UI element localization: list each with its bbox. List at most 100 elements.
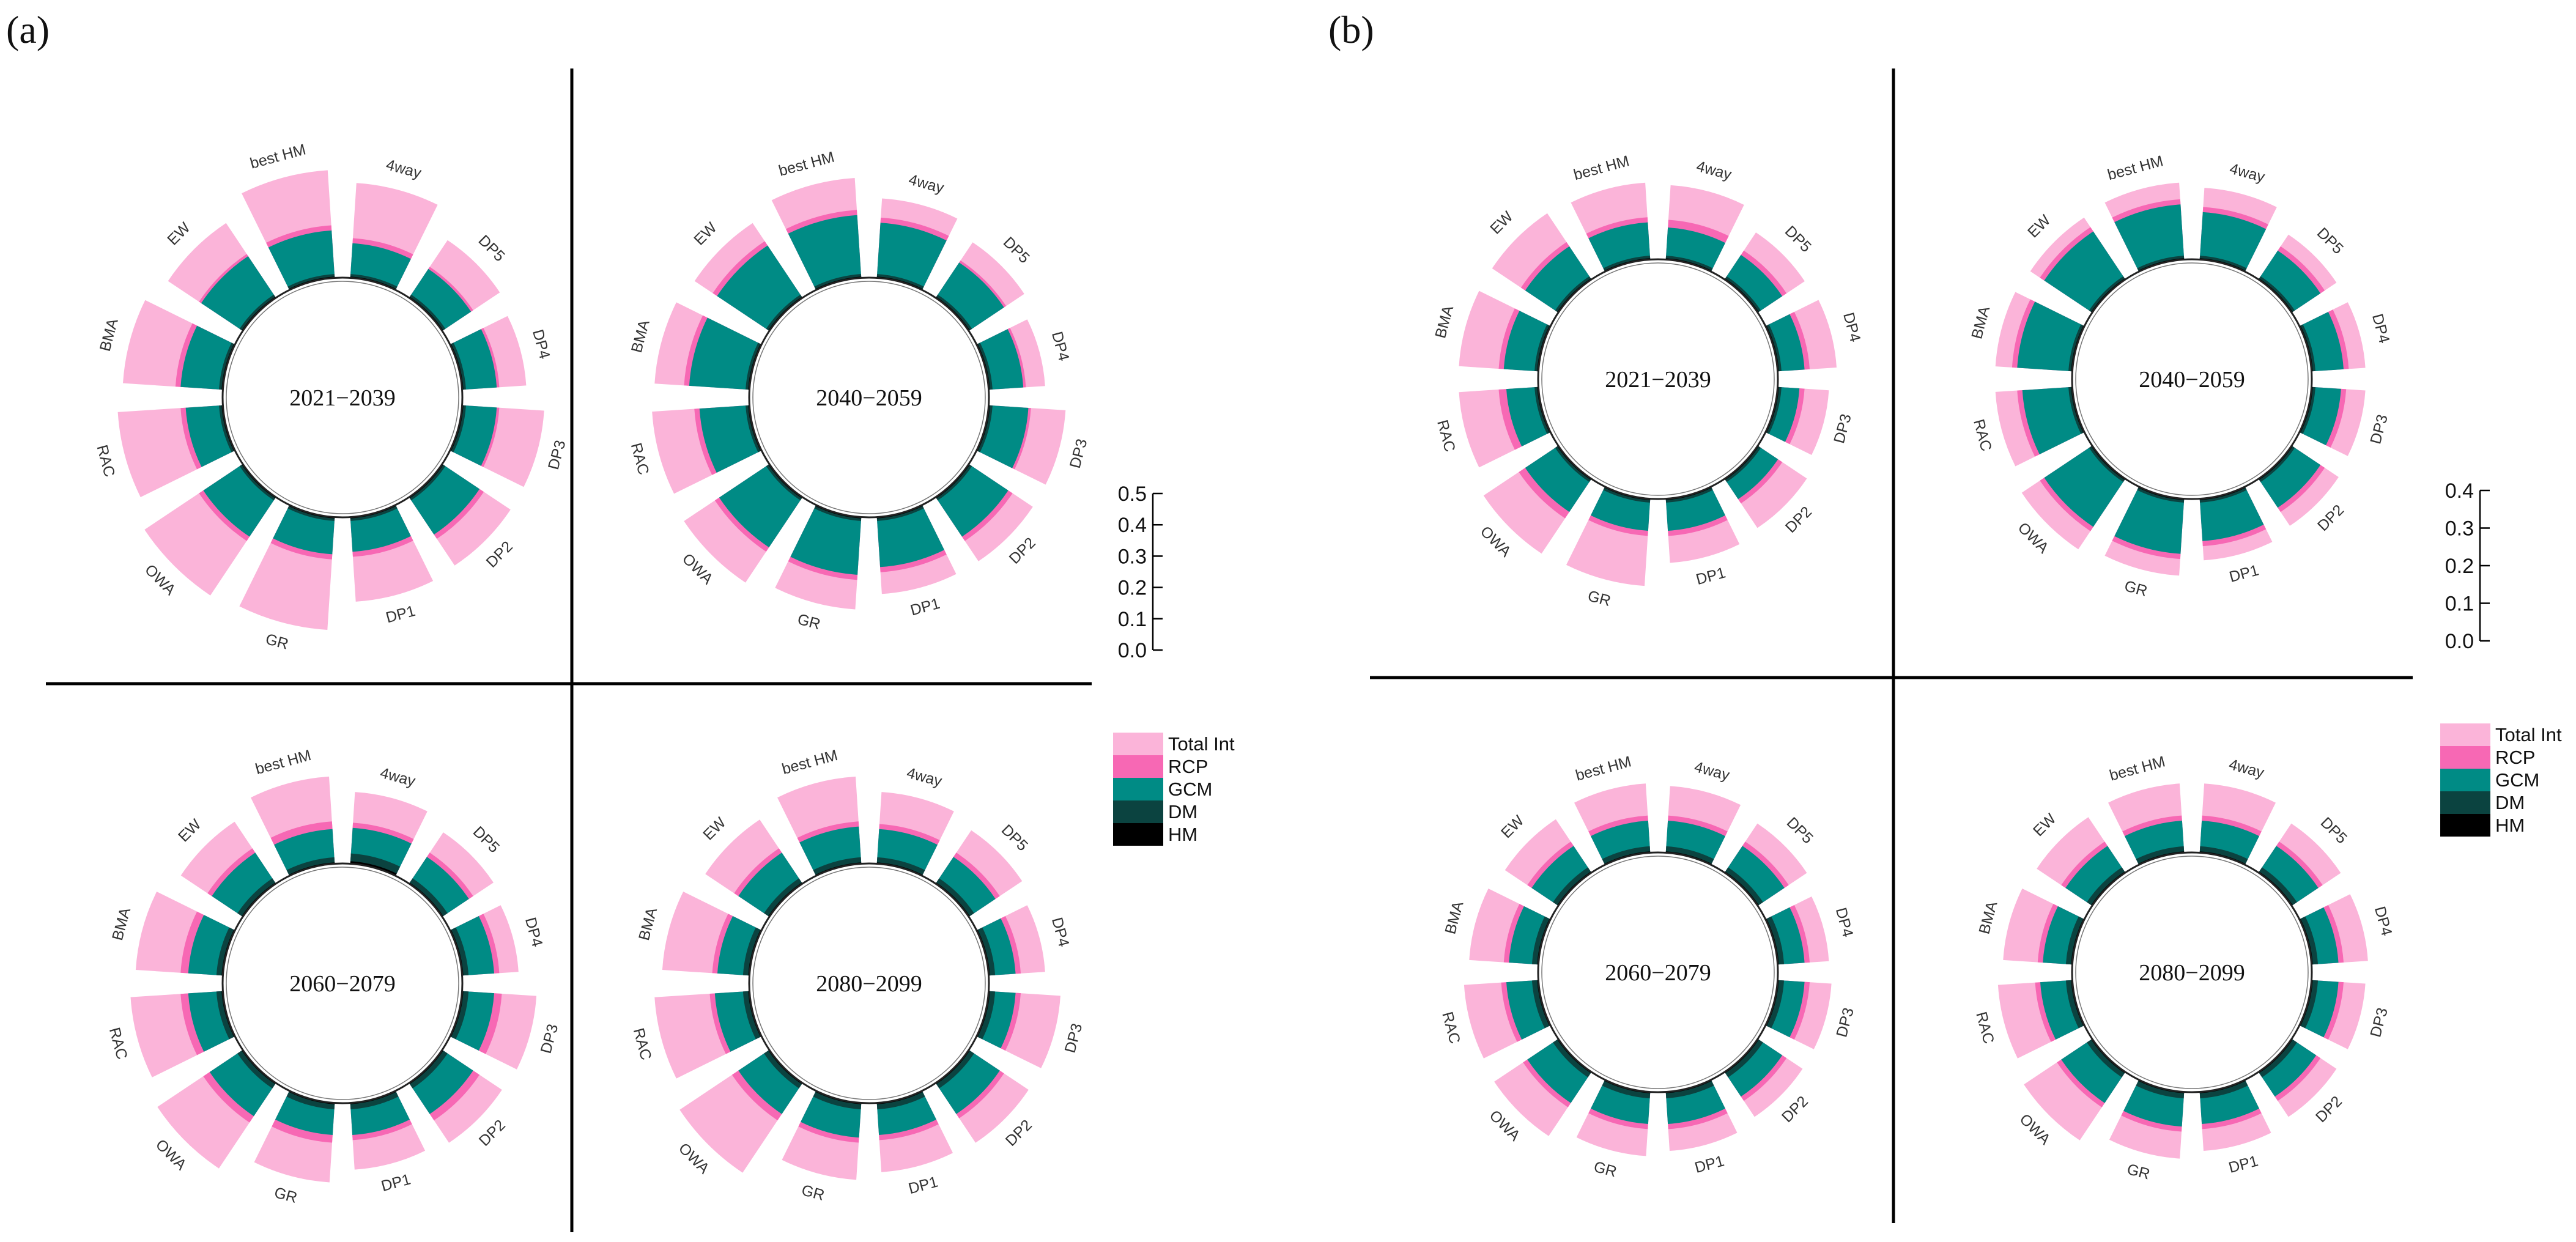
legend-swatch-rcp: [2440, 746, 2490, 769]
category-label: BMA: [635, 906, 661, 942]
category-label: DP1: [1694, 564, 1727, 588]
category-label: RAC: [630, 1026, 655, 1062]
legend-label-dm: DM: [1168, 801, 1197, 822]
legend-swatch-hm: [1113, 823, 1163, 846]
category-label: DP3: [538, 1022, 562, 1055]
bar-gcm-dp5: [409, 857, 469, 917]
legend-label-total-int: Total Int: [2495, 724, 2562, 745]
category-label: DP4: [1832, 906, 1857, 939]
bar-gcm-dp3: [2299, 980, 2339, 1038]
legend-label-total-int: Total Int: [1168, 733, 1235, 755]
scale-tick-label: 0.3: [2445, 517, 2474, 541]
bar-dm-ew: [764, 878, 803, 917]
scale-tick-label: 0.2: [2445, 555, 2474, 578]
bar-dm-dp5: [409, 878, 448, 917]
category-label: best HM: [248, 141, 308, 172]
bar-gcm-dp4: [976, 918, 1016, 976]
bar-dm-owa: [764, 1049, 803, 1089]
bar-dm-owa: [2087, 1038, 2126, 1078]
center-disc: [2071, 258, 2313, 500]
category-label: RAC: [106, 1026, 131, 1061]
category-label: DP5: [1000, 234, 1033, 267]
category-label: EW: [164, 219, 194, 249]
period-label: 2040−2059: [2139, 367, 2245, 393]
legend-swatch-dm: [1113, 800, 1163, 823]
bar-gcm-dp2: [1724, 1038, 1783, 1097]
legend-swatch-total-int: [2440, 723, 2490, 746]
radial-chart-2080-2099: 4way DP5 DP4 DP3 DP2 DP1 GR OWA RAC BMA EW best HM 2…: [630, 747, 1086, 1204]
panel-letter: (b): [1328, 8, 1374, 51]
bar-gcm-dp2: [1724, 445, 1778, 500]
category-label: BMA: [628, 318, 653, 355]
bar-gcm-dp2: [935, 1049, 1000, 1114]
category-label: DP4: [1048, 915, 1073, 948]
category-label: GR: [800, 1181, 826, 1204]
period-label: 2080−2099: [2139, 960, 2245, 986]
category-label: DP4: [522, 915, 546, 948]
bar-gcm-dp2: [935, 464, 1009, 537]
radial-chart-2021-2039: 4way DP5 DP4 DP3 DP2 DP1 GR OWA RAC BMA EW best HM 2…: [93, 141, 569, 652]
category-label: BMA: [97, 317, 122, 353]
category-label: best HM: [2108, 753, 2167, 784]
category-label: DP1: [379, 1170, 412, 1195]
bar-gcm-dp4: [1765, 907, 1805, 965]
radial-chart-2021-2039: 4way DP5 DP4 DP3 DP2 DP1 GR OWA RAC BMA EW best HM 2…: [1432, 152, 1864, 610]
scale-tick-label: 0.5: [1118, 482, 1147, 506]
bar-gcm-4way: [2199, 212, 2267, 272]
category-label: BMA: [1432, 303, 1457, 340]
bar-gcm-owa: [2061, 1038, 2126, 1103]
center-disc-inner-ring: [226, 281, 459, 514]
bar-gcm-best-hm: [788, 215, 862, 290]
bar-gcm-best-hm: [2114, 204, 2185, 272]
scale-tick-label: 0.0: [2445, 630, 2474, 653]
bar-gcm-dp3: [1765, 386, 1800, 442]
category-label: EW: [175, 816, 205, 846]
category-label: DP4: [1840, 311, 1864, 344]
bar-gcm-gr: [790, 505, 862, 575]
legend-label-hm: HM: [1168, 824, 1197, 845]
category-label: DP5: [470, 823, 503, 856]
panel-a: (a) 4way DP5 DP4 DP3 DP2 DP1 GR OWA RAC BMA EW best …: [6, 8, 1235, 1232]
category-label: BMA: [1968, 304, 1993, 341]
bar-gcm-ew: [738, 852, 803, 917]
category-label: GR: [2123, 577, 2149, 600]
center-disc-inner-ring: [2075, 262, 2309, 496]
legend-label-hm: HM: [2495, 815, 2525, 836]
category-label: 4way: [2228, 160, 2267, 186]
radial-chart-2040-2059: 4way DP5 DP4 DP3 DP2 DP1 GR OWA RAC BMA EW best HM 2…: [1968, 152, 2393, 600]
category-label: 4way: [384, 156, 423, 182]
radial-chart-2080-2099: 4way DP5 DP4 DP3 DP2 DP1 GR OWA RAC BMA EW best HM 2…: [1972, 753, 2395, 1183]
category-label: DP2: [2312, 1093, 2345, 1126]
legend-swatch-hm: [2440, 814, 2490, 837]
category-label: 4way: [905, 764, 944, 790]
category-label: DP5: [1782, 223, 1815, 256]
category-label: DP3: [1062, 1022, 1086, 1055]
category-label: DP3: [1830, 412, 1855, 445]
category-label: best HM: [780, 747, 840, 778]
scale-tick-label: 0.0: [1118, 639, 1147, 662]
category-label: DP5: [475, 232, 508, 265]
scale-tick-label: 0.4: [1118, 514, 1147, 537]
category-label: DP2: [1002, 1117, 1035, 1150]
bar-dm-owa: [1553, 1038, 1592, 1078]
center-disc-inner-ring: [226, 867, 459, 1100]
period-label: 2080−2099: [816, 971, 922, 997]
bar-gcm-owa: [209, 1049, 276, 1117]
bar-dm-dp5: [1724, 867, 1763, 906]
category-label: OWA: [2016, 1111, 2054, 1148]
category-label: DP3: [2367, 1006, 2391, 1039]
category-label: EW: [690, 219, 720, 249]
center-disc: [1537, 258, 1779, 500]
bar-gcm-ew: [2065, 846, 2126, 906]
bar-gcm-owa: [738, 1049, 803, 1114]
bar-gcm-ew: [1525, 246, 1592, 313]
bar-gcm-dp3: [1765, 980, 1805, 1038]
category-label: DP1: [906, 1174, 939, 1198]
bar-gcm-dp4: [2299, 907, 2339, 965]
category-label: best HM: [1574, 753, 1633, 784]
period-label: 2060−2079: [289, 971, 395, 997]
category-label: OWA: [152, 1136, 190, 1174]
category-label: DP1: [2227, 561, 2260, 586]
bar-gcm-dp5: [935, 262, 1004, 331]
